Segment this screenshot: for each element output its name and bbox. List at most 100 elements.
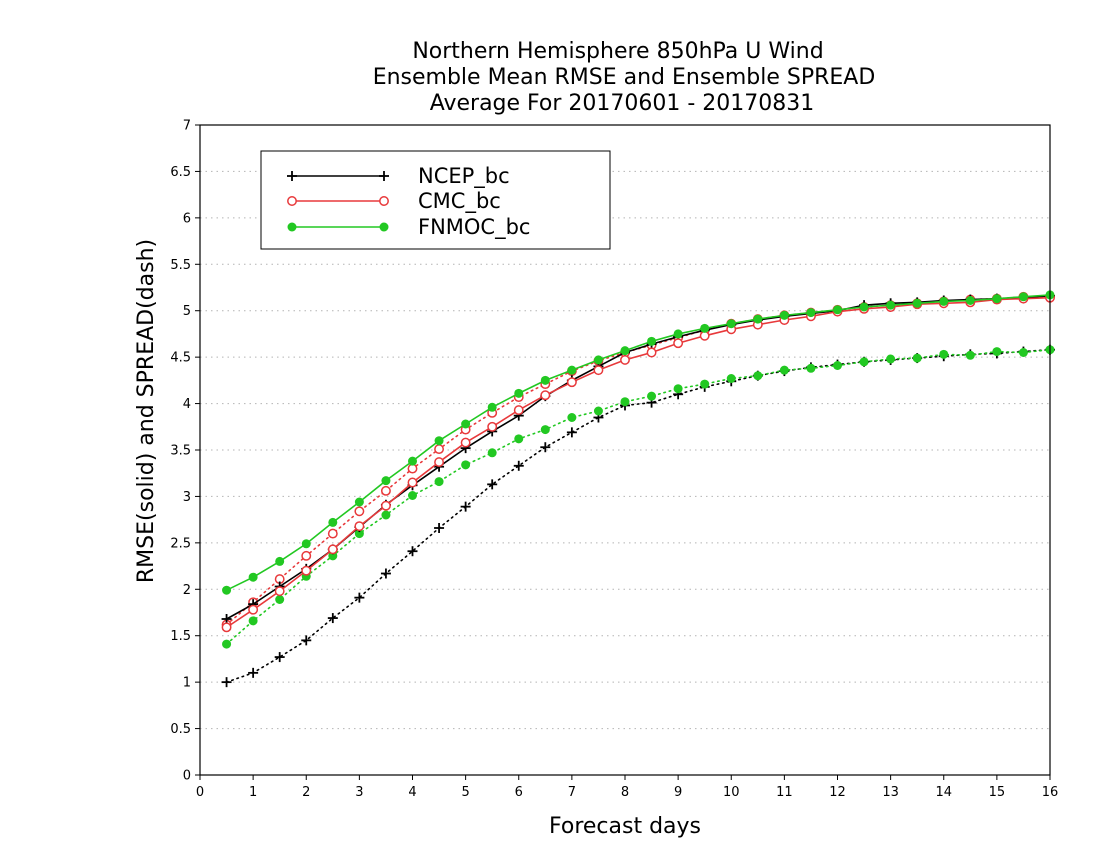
spread-point <box>327 528 338 539</box>
rmse-point <box>301 565 312 576</box>
x-axis-label: Forecast days <box>549 814 701 839</box>
rmse-point <box>487 402 497 412</box>
spread-point <box>992 347 1002 357</box>
y-tick-label: 5.5 <box>170 258 191 273</box>
x-tick-label: 7 <box>568 785 576 800</box>
x-tick-label: 13 <box>882 785 899 800</box>
spread-point <box>301 550 312 561</box>
rmse-point <box>275 556 285 566</box>
y-tick-label: 0.5 <box>170 722 191 737</box>
spread-point <box>700 379 710 389</box>
spread-point <box>248 616 258 626</box>
title-line-2: Ensemble Mean RMSE and Ensemble SPREAD <box>373 65 876 90</box>
rmse-point <box>726 319 736 329</box>
x-tick-label: 15 <box>989 785 1006 800</box>
rmse-point <box>354 521 365 532</box>
spread-point <box>407 546 418 557</box>
rmse-point <box>779 310 789 320</box>
spread-point <box>833 361 842 370</box>
rmse-point <box>540 375 550 385</box>
rmse-point <box>673 329 683 339</box>
legend-marker-start <box>287 222 297 232</box>
rmse-point <box>540 390 551 401</box>
series-layer <box>221 290 1055 688</box>
x-tick-label: 5 <box>461 785 469 800</box>
spread-point <box>380 568 391 579</box>
spread-point <box>620 397 630 407</box>
y-tick-label: 3.5 <box>170 444 191 459</box>
rmse-point <box>965 296 975 305</box>
y-tick-label: 7 <box>183 119 191 134</box>
rmse-point <box>487 421 498 432</box>
legend-label: FNMOC_bc <box>418 215 530 240</box>
rmse-point <box>301 539 311 549</box>
y-tick-label: 1 <box>183 676 191 691</box>
y-tick-label: 2.5 <box>170 536 191 551</box>
spread-point <box>354 592 365 603</box>
spread-point <box>354 529 364 539</box>
rmse-point <box>461 419 471 429</box>
x-tick-label: 0 <box>196 785 204 800</box>
spread-point <box>567 413 577 422</box>
y-tick-label: 4.5 <box>170 351 191 366</box>
spread-point <box>886 354 896 364</box>
spread-point <box>434 523 445 533</box>
y-tick-label: 5 <box>183 304 191 319</box>
rmse-point <box>408 456 417 466</box>
rmse-point <box>566 377 577 388</box>
y-tick-label: 2 <box>183 583 191 598</box>
spread-point <box>566 427 577 438</box>
legend-box <box>260 150 611 250</box>
rmse-point <box>806 308 816 318</box>
rmse-point <box>886 300 896 310</box>
spread-point <box>540 442 551 453</box>
spread-point <box>354 506 365 517</box>
axes: 00.511.522.533.544.555.566.570 1 2 3 4 5 6 7 8 9 1… <box>170 119 1058 801</box>
chart-title: Northern Hemisphere 850hPa U Wind Ensemb… <box>373 39 876 116</box>
x-tick-label: 4 <box>408 785 416 800</box>
title-line-3: Average For 20170601 - 20170831 <box>430 91 815 116</box>
rmse-point <box>593 365 604 376</box>
legend-label: NCEP_bc <box>418 164 510 189</box>
legend-label: CMC_bc <box>418 189 501 214</box>
x-tick-label: 16 <box>1042 785 1059 800</box>
rmse-point <box>248 572 258 582</box>
y-tick-label: 6 <box>183 211 191 226</box>
rmse-point <box>248 604 259 615</box>
spread-point <box>779 365 789 375</box>
rmse-point <box>912 298 922 308</box>
y-axis-label: RMSE(solid) and SPREAD(dash) <box>134 239 159 583</box>
rmse-point <box>992 294 1002 304</box>
spread-point <box>222 639 232 649</box>
spread-point <box>461 460 471 470</box>
spread-point <box>513 460 524 471</box>
spread-point <box>381 510 391 520</box>
spread-point <box>1018 348 1028 357</box>
rmse-point <box>647 336 657 346</box>
x-tick-label: 6 <box>515 785 523 800</box>
spread-point <box>753 371 763 381</box>
x-tick-label: 11 <box>776 785 793 800</box>
spread-line <box>225 348 1051 645</box>
spread-point <box>647 391 657 401</box>
y-tick-label: 1.5 <box>170 629 191 644</box>
rmse-point <box>753 314 763 324</box>
spread-point <box>965 350 975 360</box>
series-fnmoc-bc-spread <box>222 345 1055 649</box>
legend-item-cmc-bc: CMC_bc <box>287 189 501 214</box>
rmse-point <box>567 365 577 375</box>
rmse-point <box>939 296 949 306</box>
spread-point <box>380 485 391 496</box>
spread-point <box>726 374 736 383</box>
rmse-point <box>620 346 630 356</box>
spread-point <box>274 652 285 663</box>
spread-point <box>327 613 338 624</box>
rmse-point <box>354 497 364 507</box>
legend-marker-start <box>287 196 297 206</box>
rmse-point <box>620 354 630 365</box>
legend-marker-end <box>379 222 389 232</box>
spread-point <box>514 434 524 444</box>
spread-point <box>221 677 232 688</box>
